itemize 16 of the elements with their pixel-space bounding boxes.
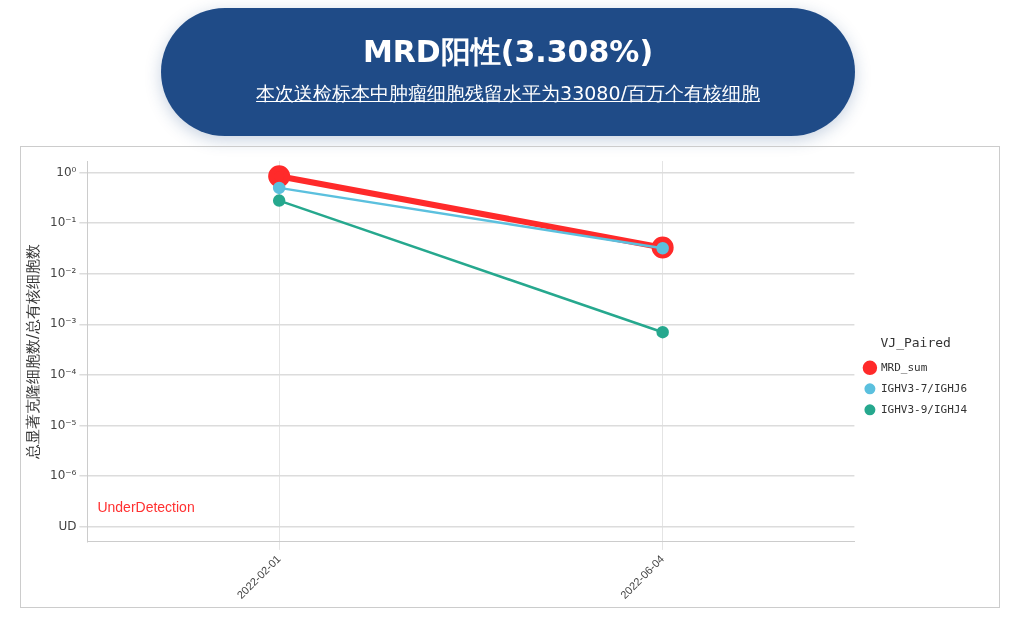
y-tick-label: UD [58, 518, 77, 533]
y-tick-label: 10⁻¹ [49, 215, 77, 230]
y-tick-label: 10⁻⁶ [49, 468, 77, 483]
chart-title: MRD阳性(3.308%) [361, 33, 655, 71]
y-tick-label: 10⁻⁴ [49, 367, 77, 382]
annotation: UnderDetection [97, 498, 195, 515]
y-tick-label: 10⁻⁵ [49, 417, 77, 432]
y-tick-label: 10⁻³ [49, 316, 77, 331]
y-tick-label: 10⁻² [49, 265, 77, 280]
legend-title: VJ_Paired [880, 334, 951, 350]
y-axis-title: 总显著克隆细胞数/总有核细胞数 [23, 243, 42, 460]
legend-label: IGHV3-9/IGHJ4 [880, 402, 968, 416]
y-tick-label: 10⁰ [56, 164, 77, 179]
legend-label: IGHV3-7/IGHJ6 [880, 381, 967, 395]
chart-subtitle: 本次送检标本中肿瘤细胞残留水平为33080/百万个有核细胞 [255, 81, 761, 106]
legend-label: MRD_sum [880, 360, 928, 374]
